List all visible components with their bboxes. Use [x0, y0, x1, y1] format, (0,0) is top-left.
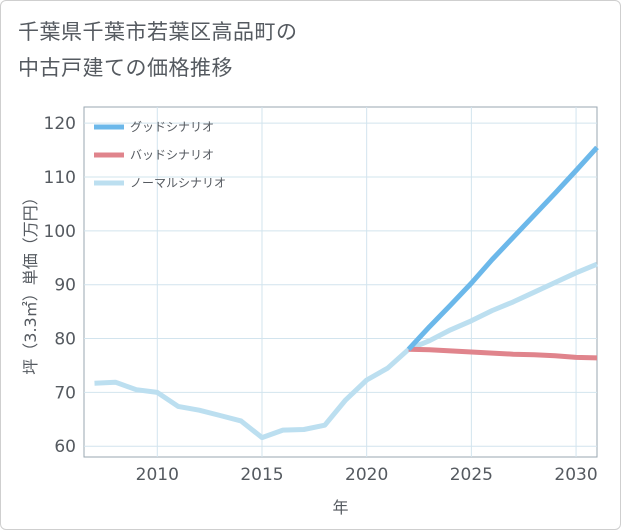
x-axis-title: 年 — [332, 498, 348, 517]
x-tick-label: 2030 — [554, 465, 597, 485]
legend-label-2: ノーマルシナリオ — [130, 176, 226, 190]
y-tick-label: 90 — [54, 276, 76, 296]
x-tick-label: 2025 — [450, 465, 493, 485]
series-line-1 — [408, 346, 598, 361]
chart-title-line2: 中古戸建ての価格推移 — [18, 56, 233, 80]
y-axis-title: 坪（3.3㎡）単価（万円） — [21, 189, 40, 374]
x-tick-label: 2020 — [345, 465, 388, 485]
y-tick-label: 60 — [54, 437, 76, 457]
legend-label-1: バッドシナリオ — [130, 148, 214, 162]
series-line-2 — [94, 261, 598, 441]
y-tick-labels: 60 70 80 90 100 110 120 — [44, 114, 76, 457]
y-tick-label: 100 — [44, 222, 76, 242]
y-tick-label: 110 — [44, 168, 76, 188]
x-tick-labels: 2010 2015 2020 2025 2030 — [136, 465, 598, 485]
y-tick-label: 70 — [54, 383, 76, 403]
grid-lines — [84, 107, 597, 457]
x-tick-label: 2010 — [136, 465, 179, 485]
chart-title-line1: 千葉県千葉市若葉区高品町の — [18, 20, 298, 44]
x-tick-label: 2015 — [240, 465, 283, 485]
y-tick-label: 80 — [54, 330, 76, 350]
y-tick-label: 120 — [44, 114, 76, 134]
series-lines — [94, 145, 599, 441]
legend-label-0: グッドシナリオ — [130, 120, 214, 134]
series-line-0 — [406, 145, 599, 351]
chart-title: 千葉県千葉市若葉区高品町の 中古戸建ての価格推移 — [18, 14, 298, 86]
